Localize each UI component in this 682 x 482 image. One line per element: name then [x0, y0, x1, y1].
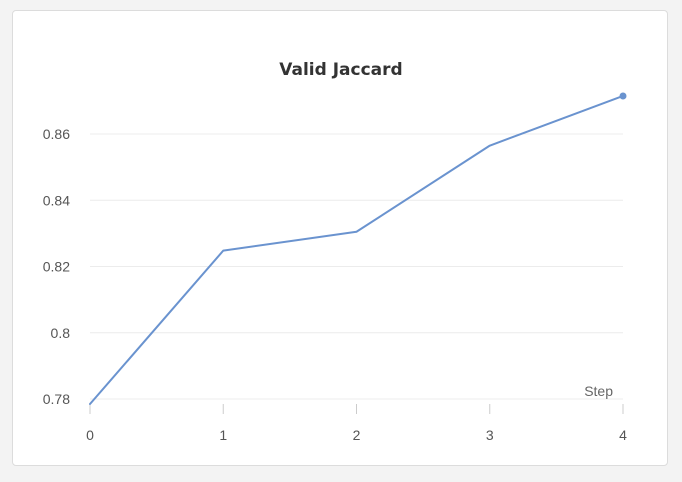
y-tick-label: 0.82 [43, 259, 70, 275]
y-tick-label: 0.84 [43, 192, 70, 208]
chart-title: Valid Jaccard [279, 60, 402, 80]
grid-lines [90, 133, 623, 400]
series-line [89, 94, 624, 405]
x-tick-label: 0 [86, 427, 94, 443]
x-axis: 0 1 2 3 4 [86, 404, 627, 443]
y-tick-label: 0.86 [43, 126, 70, 142]
x-tick-label: 2 [353, 427, 361, 443]
y-tick-label: 0.8 [51, 325, 71, 341]
x-tick-label: 4 [619, 427, 627, 443]
series-group [89, 92, 627, 405]
x-tick-label: 1 [219, 427, 227, 443]
last-point-marker[interactable] [619, 92, 627, 100]
y-axis: 0.78 0.8 0.82 0.84 0.86 [43, 126, 70, 407]
x-axis-label: Step [584, 383, 613, 399]
x-tick-label: 3 [486, 427, 494, 443]
y-tick-label: 0.78 [43, 391, 70, 407]
